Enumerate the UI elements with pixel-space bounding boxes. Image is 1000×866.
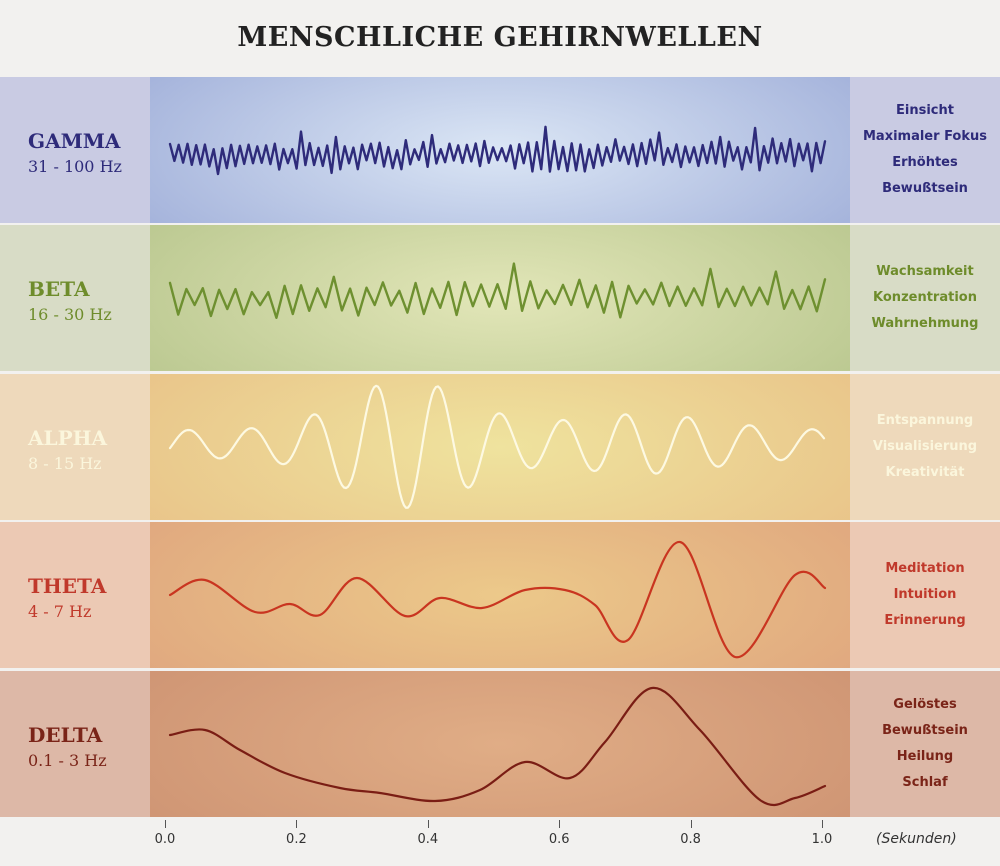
state-panel: Wachsamkeit Konzentration Wahrnehmung xyxy=(850,225,1000,371)
state-label: Bewußtsein xyxy=(882,723,968,738)
wave-panel xyxy=(150,671,850,817)
band-frequency: 8 - 15 Hz xyxy=(28,454,102,473)
band-beta: Wachsamkeit Konzentration Wahrnehmung BE… xyxy=(0,225,1000,371)
axis-tick xyxy=(559,820,561,828)
page-title: MENSCHLICHE GEHIRNWELLEN xyxy=(237,22,763,53)
state-label: Maximaler Fokus xyxy=(862,129,987,144)
state-label: Wahrnehmung xyxy=(871,316,979,331)
state-label: Wachsamkeit xyxy=(876,264,974,279)
state-label: Gelöstes xyxy=(893,697,957,712)
band-theta: Meditation Intuition Erinnerung THETA 4 … xyxy=(0,522,1000,668)
axis-tick-label: 0.0 xyxy=(154,832,176,847)
state-panel: Entspannung Visualisierung Kreativität xyxy=(850,374,1000,520)
gamma-waveform xyxy=(168,125,827,176)
state-label: Intuition xyxy=(893,587,957,602)
band-name: BETA xyxy=(28,277,90,301)
axis-tick xyxy=(165,820,166,828)
delta-waveform xyxy=(168,686,827,807)
axis-tick-label: 0.4 xyxy=(417,832,439,847)
band-frequency: 31 - 100 Hz xyxy=(28,157,122,176)
band-label-panel xyxy=(0,671,150,817)
band-label-panel xyxy=(0,374,150,520)
state-label: Einsicht xyxy=(896,103,954,118)
beta-waveform xyxy=(168,262,827,319)
band-name: ALPHA xyxy=(28,426,108,450)
axis-tick-label: 1.0 xyxy=(811,832,833,847)
band-name: DELTA xyxy=(28,723,103,747)
band-label-panel xyxy=(0,522,150,668)
state-label: Visualisierung xyxy=(872,439,978,454)
state-label: Heilung xyxy=(896,749,954,764)
state-label: Konzentration xyxy=(873,290,977,305)
state-panel: Gelöstes Bewußtsein Heilung Schlaf xyxy=(850,671,1000,817)
band-label-panel xyxy=(0,225,150,371)
state-panel: Meditation Intuition Erinnerung xyxy=(850,522,1000,668)
axis-unit: (Sekunden) xyxy=(876,831,957,847)
axis-tick xyxy=(296,820,298,828)
axis-tick xyxy=(822,820,823,828)
band-name: THETA xyxy=(28,574,107,598)
band-label-panel xyxy=(0,77,150,223)
state-label: Erinnerung xyxy=(884,613,966,628)
alpha-waveform xyxy=(168,384,826,509)
band-delta: Gelöstes Bewußtsein Heilung Schlaf DELTA… xyxy=(0,671,1000,817)
axis-tick-label: 0.8 xyxy=(680,832,701,847)
state-label: Entspannung xyxy=(876,413,974,428)
state-label: Erhöhtes xyxy=(892,155,958,170)
theta-waveform xyxy=(168,540,827,659)
band-frequency: 16 - 30 Hz xyxy=(28,305,112,324)
state-label: Kreativität xyxy=(885,465,965,480)
wave-panel xyxy=(150,522,850,668)
wave-panel xyxy=(150,225,850,371)
state-label: Bewußtsein xyxy=(882,181,968,196)
axis-tick-label: 0.2 xyxy=(286,832,307,847)
state-label: Meditation xyxy=(885,561,965,576)
state-label: Schlaf xyxy=(902,775,948,790)
state-panel: Einsicht Maximaler Fokus Erhöhtes Bewußt… xyxy=(850,77,1000,223)
axis-tick xyxy=(427,820,429,828)
band-name: GAMMA xyxy=(28,129,121,153)
band-frequency: 0.1 - 3 Hz xyxy=(28,751,107,770)
axis-tick xyxy=(690,820,692,828)
axis-tick-label: 0.6 xyxy=(548,832,570,847)
band-frequency: 4 - 7 Hz xyxy=(28,602,92,621)
